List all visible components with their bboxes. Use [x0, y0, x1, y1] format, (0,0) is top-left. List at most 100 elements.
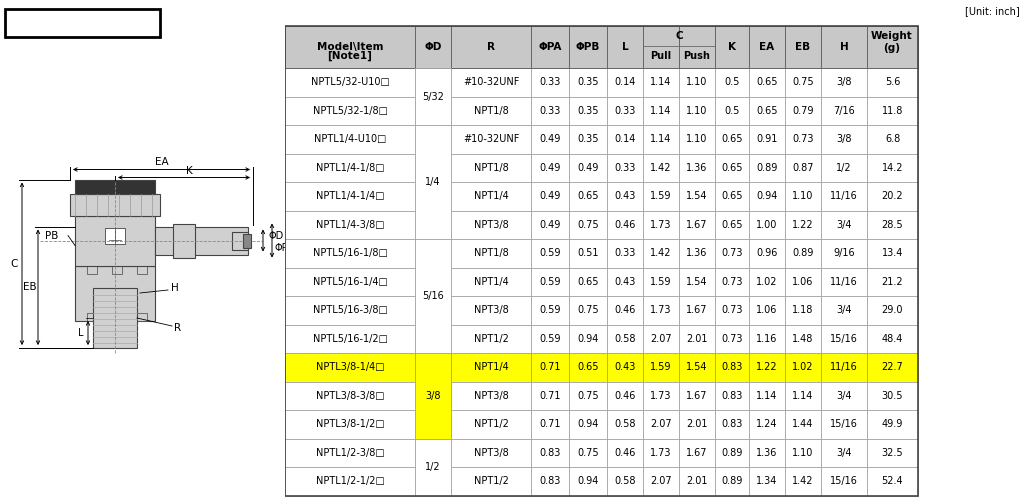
Text: NPT1/8: NPT1/8 [474, 163, 508, 173]
FancyBboxPatch shape [5, 9, 160, 37]
Text: 0.79: 0.79 [793, 106, 814, 116]
Text: 0.96: 0.96 [757, 248, 777, 258]
Text: 0.43: 0.43 [614, 191, 636, 201]
Bar [715, 210, 749, 239]
Text: 1.06: 1.06 [757, 305, 777, 315]
Bar [785, 353, 821, 381]
Bar [715, 239, 749, 268]
Text: 0.65: 0.65 [757, 106, 778, 116]
Bar [679, 68, 715, 97]
Bar [785, 439, 821, 467]
Bar [821, 125, 867, 153]
Bar [679, 324, 715, 353]
Bar [867, 210, 918, 239]
Bar [749, 125, 785, 153]
Bar [785, 268, 821, 296]
Bar [285, 381, 415, 410]
Bar [451, 182, 531, 210]
Bar [531, 296, 569, 324]
Text: NPTL1/2-1/2□: NPTL1/2-1/2□ [315, 476, 384, 486]
Text: 0.94: 0.94 [757, 191, 777, 201]
Text: NPT1/8: NPT1/8 [474, 248, 508, 258]
Bar [285, 153, 415, 182]
Text: ΦPA: ΦPA [539, 42, 562, 52]
Text: 3/8: 3/8 [425, 391, 440, 401]
Bar [785, 296, 821, 324]
Bar [867, 153, 918, 182]
Bar [569, 324, 607, 353]
Text: 0.71: 0.71 [540, 391, 561, 401]
Bar [679, 381, 715, 410]
Text: 0.94: 0.94 [578, 476, 599, 486]
Bar [867, 239, 918, 268]
Text: 30.5: 30.5 [882, 391, 903, 401]
Bar [607, 410, 643, 439]
Text: 0.5: 0.5 [724, 106, 739, 116]
Text: Weight: Weight [871, 31, 912, 41]
Text: 3/8: 3/8 [837, 134, 852, 144]
Text: Pull: Pull [650, 51, 672, 61]
Bar [243, 233, 251, 247]
Text: 1/2: 1/2 [425, 462, 440, 472]
Text: 2.01: 2.01 [686, 419, 708, 429]
Text: 3/8: 3/8 [837, 77, 852, 87]
Bar [451, 324, 531, 353]
Text: 0.71: 0.71 [540, 362, 561, 372]
Text: 1.14: 1.14 [650, 106, 672, 116]
Text: 1.02: 1.02 [793, 362, 814, 372]
Text: #10-32UNF: #10-32UNF [463, 77, 519, 87]
Text: 1.18: 1.18 [793, 305, 814, 315]
Bar [867, 26, 918, 68]
Bar [607, 125, 643, 153]
Text: 0.75: 0.75 [578, 220, 599, 230]
Text: 0.65: 0.65 [757, 77, 778, 87]
Text: 1.59: 1.59 [650, 191, 672, 201]
Bar [715, 26, 749, 68]
Bar [451, 68, 531, 97]
Bar [607, 239, 643, 268]
Text: NPTL1/4-3/8□: NPTL1/4-3/8□ [315, 220, 384, 230]
Bar [285, 324, 415, 353]
Bar [451, 296, 531, 324]
Bar [232, 231, 248, 249]
Text: 0.35: 0.35 [578, 134, 599, 144]
Text: 0.83: 0.83 [721, 419, 742, 429]
Bar [607, 439, 643, 467]
Bar [821, 210, 867, 239]
Bar [87, 266, 97, 274]
Text: 0.14: 0.14 [614, 77, 636, 87]
Bar [569, 210, 607, 239]
Bar [749, 268, 785, 296]
Text: 0.65: 0.65 [721, 134, 742, 144]
Bar [749, 467, 785, 495]
Bar [569, 125, 607, 153]
Text: 1.24: 1.24 [757, 419, 778, 429]
Bar [607, 381, 643, 410]
Bar [285, 353, 415, 381]
Text: 3/4: 3/4 [837, 391, 852, 401]
Bar [785, 410, 821, 439]
Text: 1.22: 1.22 [756, 362, 778, 372]
Bar [679, 210, 715, 239]
Bar [821, 153, 867, 182]
Text: 0.75: 0.75 [578, 448, 599, 458]
Text: K: K [728, 42, 736, 52]
Bar [105, 227, 125, 243]
Bar [607, 97, 643, 125]
Text: 0.46: 0.46 [614, 391, 636, 401]
Bar [531, 239, 569, 268]
Text: NPTL1/4-U10□: NPTL1/4-U10□ [313, 134, 386, 144]
Text: L: L [622, 42, 629, 52]
Bar [821, 439, 867, 467]
Bar [75, 266, 155, 320]
Text: 1.10: 1.10 [686, 106, 708, 116]
Bar [569, 68, 607, 97]
Bar [679, 296, 715, 324]
Text: 2.01: 2.01 [686, 476, 708, 486]
Bar [569, 296, 607, 324]
Bar [285, 410, 415, 439]
Bar [643, 182, 679, 210]
Bar [643, 353, 679, 381]
Text: NPT3/8: NPT3/8 [474, 391, 508, 401]
Bar [531, 210, 569, 239]
